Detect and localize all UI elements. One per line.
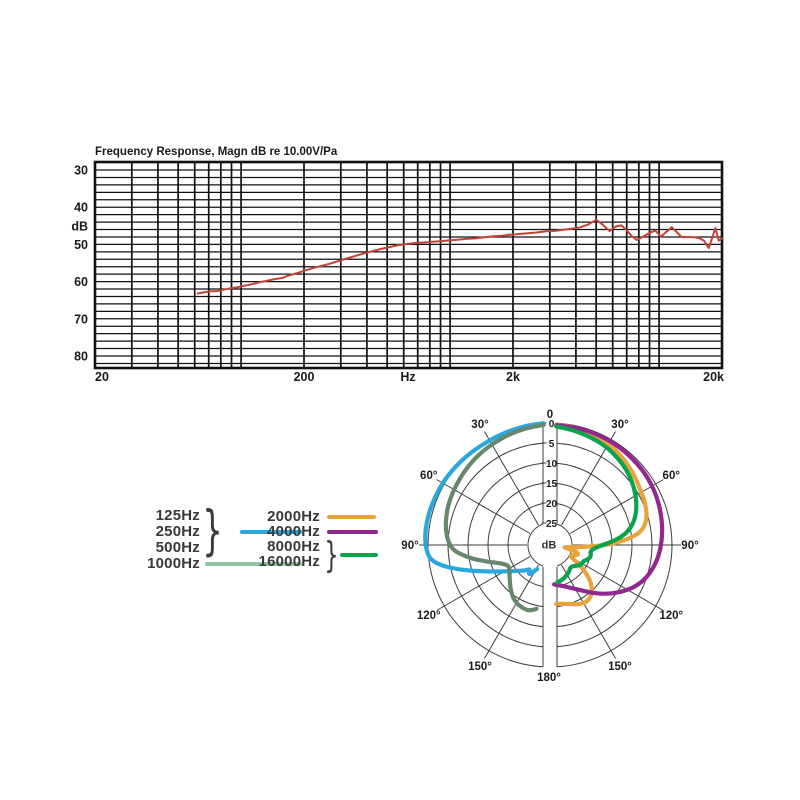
freq-xaxis-unit-label: Hz <box>400 370 415 384</box>
freq-ytick-label: 40 <box>74 201 88 215</box>
polar-spoke <box>436 556 531 611</box>
polar-spoke <box>561 564 616 659</box>
legend-label-2000hz: 2000Hz <box>267 508 320 525</box>
polar-radial-tick-label: 25 <box>546 519 558 530</box>
polar-angle-label-right: 90° <box>681 540 699 552</box>
freq-ytick-label: 70 <box>74 312 88 326</box>
polar-spoke <box>569 556 664 611</box>
freq-xtick-label: 2k <box>506 370 520 384</box>
freq-ytick-label: 60 <box>74 275 88 289</box>
legend-label-500hz: 500Hz <box>155 539 200 556</box>
frequency-response-chart: Frequency Response, Magn dB re 10.00V/Pa… <box>71 146 724 384</box>
polar-radial-tick-label: 20 <box>546 499 558 510</box>
polar-radial-tick-label: 0 <box>549 419 555 430</box>
legend-line-1000hz <box>205 562 302 566</box>
legend-label-4000hz: 4000Hz <box>267 523 320 540</box>
freq-ytick-label: 30 <box>74 164 88 178</box>
legend-label-16000hz: 16000Hz <box>258 553 320 570</box>
polar-curve-125-250-500hz <box>423 421 546 577</box>
freq-ytick-label: 80 <box>74 350 88 364</box>
polar-angle-label-right: 150° <box>608 661 632 673</box>
legend-brace-low-group: } <box>202 500 223 562</box>
polar-curve-4000hz <box>552 423 665 596</box>
polar-angle-label-left: 30° <box>471 419 489 431</box>
polar-pattern-chart: 0 5 10 15 20 25 0 180° 30° 30° 60° 60° 90° 90° 120° 120… <box>401 409 699 684</box>
polar-radial-tick-label: 5 <box>549 439 555 450</box>
legend-label-250hz: 250Hz <box>155 523 200 540</box>
freq-chart-title: Frequency Response, Magn dB re 10.00V/Pa <box>95 146 338 158</box>
polar-radial-tick-label: 15 <box>546 479 558 490</box>
legend-line-2000hz <box>327 515 376 519</box>
polar-curve-8000-16000hz <box>554 424 639 585</box>
freq-xtick-label: 20 <box>95 370 109 384</box>
polar-angle-label-left: 150° <box>468 661 492 673</box>
polar-angle-label-180: 180° <box>537 672 561 684</box>
freq-xtick-label: 20k <box>703 370 724 384</box>
polar-angle-label-left: 120° <box>417 610 441 622</box>
polar-angle-label-right: 60° <box>663 470 681 482</box>
polar-center-db-label: dB <box>542 540 557 552</box>
polar-curve-2000hz <box>554 422 649 607</box>
legend-brace-high-group: } <box>324 535 339 576</box>
freq-ytick-label: 50 <box>74 238 88 252</box>
freq-xtick-label: 200 <box>294 370 315 384</box>
polar-spoke <box>484 564 539 659</box>
polar-center-hole <box>528 523 572 567</box>
legend-line-4000hz <box>327 530 378 534</box>
polar-angle-label-right: 30° <box>611 419 629 431</box>
polar-angle-label-0: 0 <box>547 409 553 421</box>
legend-label-125hz: 125Hz <box>155 507 200 524</box>
freq-yaxis-unit-label: dB <box>71 219 88 233</box>
polar-spoke <box>436 479 531 534</box>
frequency-response-curve <box>196 218 723 295</box>
polar-angle-label-left: 90° <box>401 540 419 552</box>
legend-label-1000hz: 1000Hz <box>147 555 200 572</box>
polar-angle-label-right: 120° <box>659 610 683 622</box>
polar-curve-1000hz <box>443 422 546 613</box>
legend-line-low-group <box>240 530 302 534</box>
polar-radial-tick-label: 10 <box>546 459 558 470</box>
polar-spoke <box>569 479 664 534</box>
legend-line-high-group <box>340 553 378 557</box>
legend-label-8000hz: 8000Hz <box>267 538 320 555</box>
freq-chart-frame <box>93 160 724 370</box>
polar-spoke <box>484 431 539 526</box>
polar-angle-label-left: 60° <box>420 470 438 482</box>
